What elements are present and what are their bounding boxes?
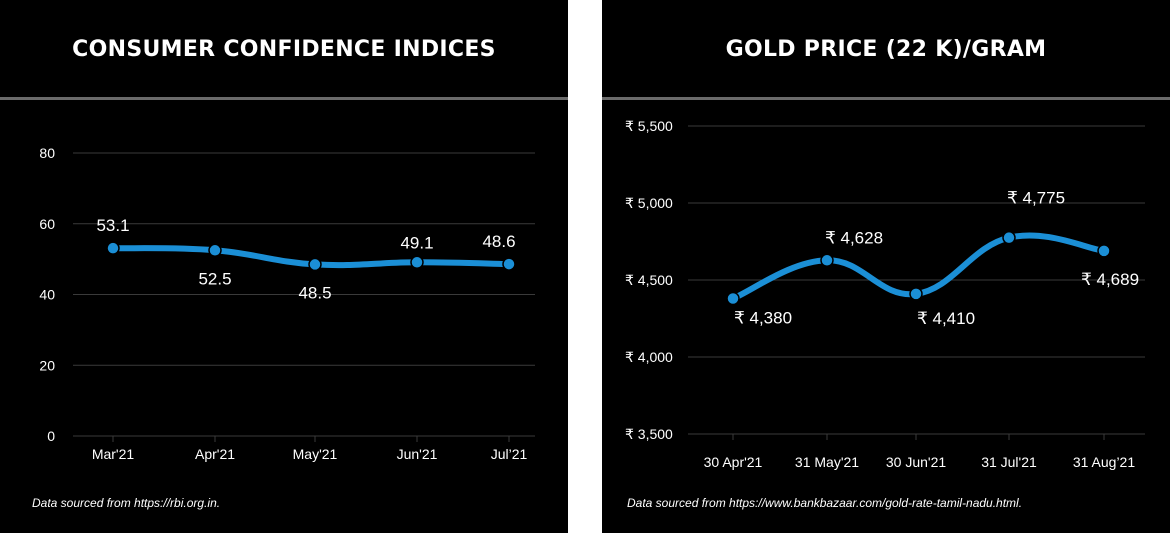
data-label: 48.5	[298, 283, 331, 302]
data-label: ₹ 4,410	[917, 309, 975, 328]
consumer-confidence-chart: 0 20 40 60 80 Mar'21 Apr'21 May'21 Jun'21 Jul’21 5…	[39, 145, 535, 462]
y-tick-label: 60	[39, 216, 55, 232]
y-tick-label: ₹ 5,000	[625, 195, 673, 211]
data-point	[1002, 230, 1016, 245]
source-note: Data sourced from https://www.bankbazaar…	[627, 496, 1023, 510]
data-label: ₹ 4,380	[734, 308, 792, 327]
x-tick-label: Jun'21	[397, 446, 438, 462]
y-tick-label: ₹ 4,500	[625, 272, 673, 288]
data-point	[820, 253, 834, 268]
y-tick-label: 80	[39, 145, 55, 161]
x-tick-label: Jul’21	[491, 446, 528, 462]
x-tick-label: 31 May'21	[795, 454, 859, 470]
x-tick-label: 30 Jun'21	[886, 454, 946, 470]
data-label: 53.1	[96, 216, 129, 235]
data-label: 48.6	[482, 232, 515, 251]
y-tick-label: 40	[39, 287, 55, 303]
data-point	[106, 241, 120, 255]
data-label: ₹ 4,775	[1007, 189, 1065, 208]
data-point	[410, 255, 424, 270]
chart-title: CONSUMER CONFIDENCE INDICES	[72, 37, 496, 62]
x-tick-label: May'21	[293, 446, 338, 462]
title-divider	[602, 97, 1170, 100]
data-point	[308, 257, 322, 272]
data-point	[502, 257, 516, 271]
gold-price-panel: GOLD PRICE (22 K)/GRAM ₹ 3,500 ₹ 4,000 ₹ 4…	[602, 0, 1170, 533]
data-point	[1097, 244, 1111, 258]
x-tick-label: Apr'21	[195, 446, 235, 462]
y-tick-label: ₹ 5,500	[625, 118, 673, 134]
source-note: Data sourced from https://rbi.org.in.	[32, 496, 221, 510]
gold-price-chart: ₹ 3,500 ₹ 4,000 ₹ 4,500 ₹ 5,000 ₹ 5,500 30 Ap…	[625, 118, 1145, 470]
consumer-confidence-panel: CONSUMER CONFIDENCE INDICES 0 20 40 60 80 Mar…	[0, 0, 568, 533]
x-tick-label: 31 Aug’21	[1073, 454, 1135, 470]
data-label: ₹ 4,689	[1081, 270, 1139, 289]
x-tick-label: Mar'21	[92, 446, 135, 462]
data-label: 49.1	[400, 233, 433, 252]
data-label: 52.5	[198, 269, 231, 288]
y-tick-label: 20	[39, 357, 55, 373]
y-tick-label: 0	[47, 428, 55, 444]
x-tick-label: 31 Jul'21	[981, 454, 1037, 470]
data-point	[909, 287, 923, 301]
title-divider	[0, 97, 568, 100]
x-tick-label: 30 Apr'21	[704, 454, 763, 470]
chart-title: GOLD PRICE (22 K)/GRAM	[725, 37, 1047, 62]
y-tick-label: ₹ 3,500	[625, 426, 673, 442]
data-point	[726, 291, 740, 306]
data-point	[208, 243, 222, 258]
y-tick-label: ₹ 4,000	[625, 349, 673, 365]
data-label: ₹ 4,628	[825, 228, 883, 247]
